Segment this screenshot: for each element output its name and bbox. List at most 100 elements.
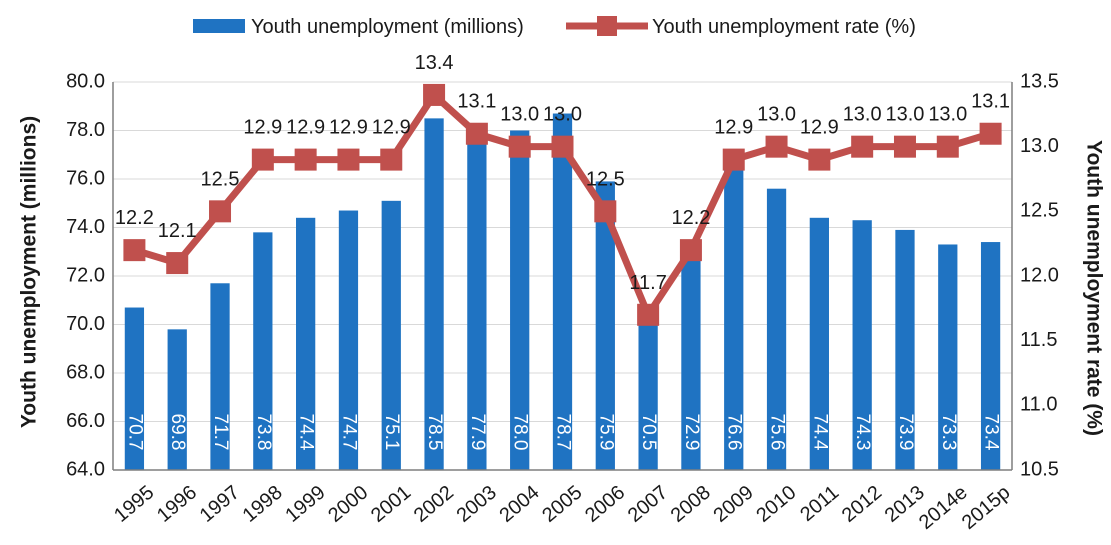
rate-value-label: 12.9 — [372, 117, 411, 139]
rate-marker — [508, 135, 531, 158]
y-tick-label-right: 13.0 — [1020, 135, 1059, 157]
rate-marker — [337, 148, 360, 171]
bar-value-label: 74.7 — [338, 414, 359, 451]
bar — [681, 254, 701, 470]
rate-value-label: 13.0 — [843, 104, 882, 126]
x-tick-label: 1999 — [281, 481, 329, 526]
bar — [809, 217, 829, 470]
rate-marker — [123, 239, 146, 262]
bar — [895, 229, 915, 470]
x-tick-label: 2004 — [495, 481, 543, 526]
bar — [424, 118, 444, 470]
x-tick-label: 2010 — [752, 481, 800, 526]
x-axis-ticks: 1995199619971998199920002001200220032004… — [110, 481, 1014, 534]
y-tick-label-right: 13.5 — [1020, 70, 1059, 92]
bar-value-label: 77.9 — [467, 414, 488, 451]
y-tick-label-right: 12.0 — [1020, 264, 1059, 286]
rate-data-labels: 12.212.112.512.9 12.9 12.9 12.913.413.113.0… — [115, 52, 1010, 294]
bar-value-label: 78.5 — [424, 414, 445, 451]
bar — [980, 242, 1001, 470]
x-tick-label: 2005 — [538, 481, 586, 526]
bar — [296, 217, 316, 470]
rate-value-label: 13.1 — [457, 91, 496, 113]
x-tick-label: 2007 — [624, 481, 672, 526]
rate-value-label: 12.9 — [243, 117, 282, 139]
legend-label-line: Youth unemployment rate (%) — [652, 16, 916, 38]
x-tick-label: 1998 — [239, 481, 287, 526]
x-tick-label: 2003 — [453, 481, 501, 526]
rate-marker — [209, 200, 232, 223]
bar-value-label: 70.7 — [124, 414, 145, 451]
x-tick-label: 2014e — [915, 481, 972, 534]
x-tick-label: 1995 — [110, 481, 158, 526]
rate-value-label: 13.0 — [928, 104, 967, 126]
rate-marker — [423, 83, 446, 106]
bar-value-label: 74.4 — [296, 414, 317, 451]
rate-value-label: 12.9 — [800, 117, 839, 139]
legend-swatch-marker — [597, 16, 617, 36]
rate-value-label: 13.1 — [971, 91, 1010, 113]
y-tick-label-left: 80.0 — [66, 70, 105, 92]
rate-marker — [808, 148, 831, 171]
legend: Youth unemployment (millions) Youth unem… — [193, 16, 916, 38]
x-tick-label: 1996 — [153, 481, 201, 526]
bar — [338, 210, 359, 470]
y-tick-label-right: 11.5 — [1020, 329, 1057, 351]
rate-value-label: 13.0 — [757, 104, 796, 126]
bar — [210, 283, 230, 470]
y-tick-label-right: 11.0 — [1020, 394, 1057, 416]
x-tick-label: 2000 — [324, 481, 372, 526]
bar-value-label: 73.9 — [895, 414, 916, 451]
y-tick-label-left: 76.0 — [66, 167, 105, 189]
x-tick-label: 2008 — [667, 481, 715, 526]
bar-value-label: 74.3 — [852, 414, 873, 451]
bar — [595, 181, 615, 471]
bar-value-label: 72.9 — [681, 414, 702, 451]
rate-marker — [765, 135, 788, 158]
rate-value-label: 13.4 — [415, 52, 454, 74]
y-tick-label-left: 74.0 — [66, 216, 105, 238]
bar-value-label: 75.9 — [595, 414, 616, 451]
rate-value-label: 12.9 — [286, 117, 325, 139]
bar-value-label: 69.8 — [167, 414, 188, 451]
y-tick-label-right: 10.5 — [1020, 458, 1059, 480]
rate-marker — [679, 239, 702, 262]
x-tick-label: 2006 — [581, 481, 629, 526]
rate-value-label: 12.2 — [671, 207, 710, 229]
y-axis-title-right: Youth unemployment rate (%) — [1082, 140, 1105, 436]
rate-marker — [637, 303, 660, 326]
rate-marker — [936, 135, 959, 158]
left-axis-ticks: 64.0 66.0 68.0 70.0 72.0 74.0 76.0 78.0 80.0 — [66, 70, 105, 480]
legend-label-bars: Youth unemployment (millions) — [251, 16, 524, 38]
bar-value-label: 73.8 — [253, 414, 274, 451]
y-tick-label-left: 70.0 — [66, 313, 105, 335]
x-tick-label: 2011 — [796, 481, 843, 526]
bar-value-label: 73.3 — [938, 414, 959, 451]
bar — [638, 312, 658, 470]
rate-marker — [851, 135, 874, 158]
rate-value-label: 13.0 — [886, 104, 925, 126]
rate-marker — [551, 135, 574, 158]
rate-value-label: 12.5 — [586, 168, 625, 190]
bar — [938, 244, 958, 470]
x-tick-label: 2012 — [838, 481, 886, 526]
bar-value-label: 78.7 — [552, 414, 573, 451]
rate-value-label: 13.0 — [500, 104, 539, 126]
x-tick-label: 2009 — [709, 481, 757, 526]
rate-marker — [979, 122, 1002, 145]
rate-value-label: 12.9 — [329, 117, 368, 139]
x-tick-label: 2002 — [410, 481, 458, 526]
rate-line-series — [123, 83, 1002, 326]
bar-value-label: 71.7 — [210, 414, 231, 451]
y-axis-title-left: Youth unemployment (millions) — [18, 116, 41, 428]
bar-value-label: 76.6 — [724, 414, 745, 451]
bar — [510, 130, 530, 470]
x-tick-label: 1997 — [196, 481, 244, 526]
x-tick-label: 2015p — [958, 481, 1015, 534]
axes — [112, 82, 1013, 471]
y-tick-label-left: 72.0 — [66, 264, 105, 286]
bar — [167, 329, 187, 470]
rate-marker — [722, 148, 745, 171]
bar — [552, 113, 573, 471]
rate-value-label: 12.2 — [115, 207, 154, 229]
